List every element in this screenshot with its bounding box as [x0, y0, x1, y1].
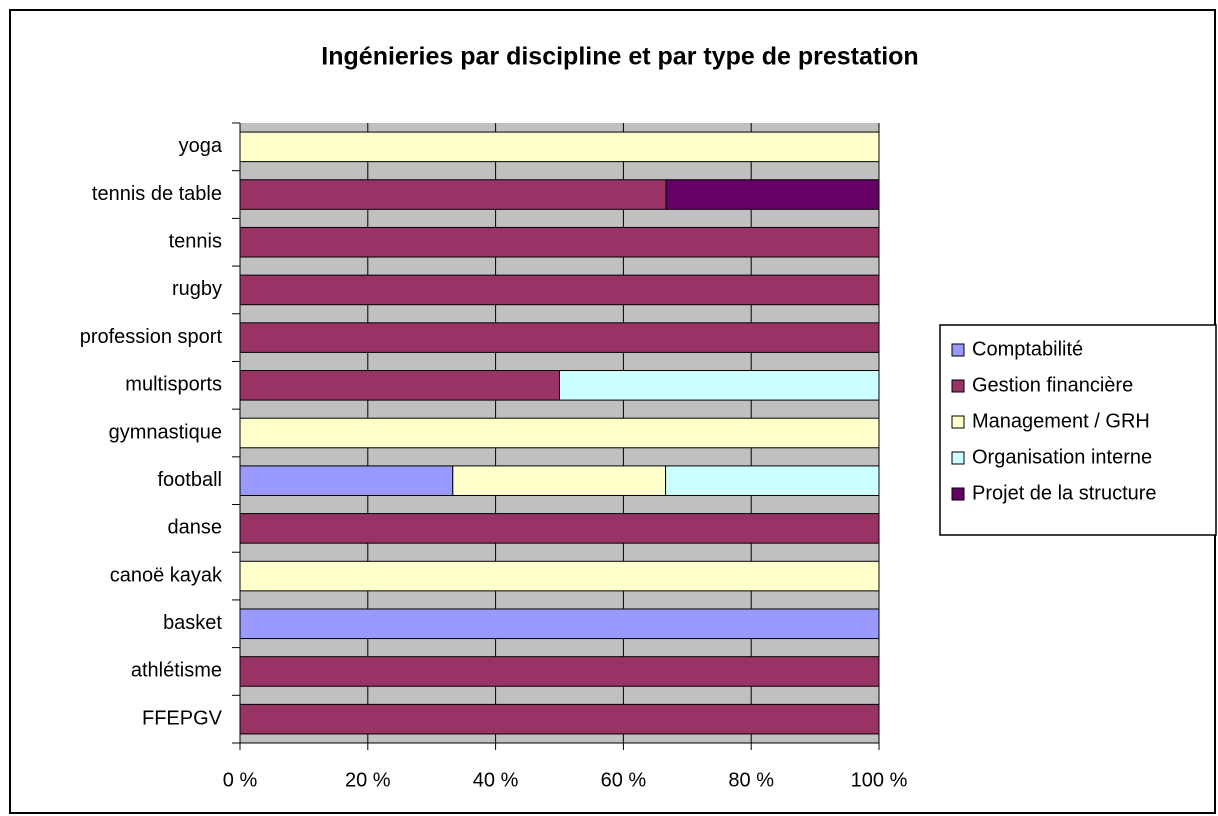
chart-title: Ingénieries par discipline et par type d…	[321, 43, 918, 71]
legend-label: Organisation interne	[972, 446, 1152, 468]
y-tick-label: tennis	[169, 231, 222, 253]
bar-segment	[239, 226, 880, 258]
y-tick-label: danse	[168, 517, 223, 539]
y-tick-label: football	[158, 469, 223, 491]
y-tick-label: canoë kayak	[110, 564, 223, 586]
bar-segment	[665, 179, 880, 210]
bar-segment	[239, 560, 880, 592]
legend-swatch	[951, 343, 965, 357]
bar-segment	[239, 131, 880, 163]
bar-segment	[239, 179, 667, 210]
bar-segment	[239, 656, 880, 687]
x-tick-label: 40 %	[473, 769, 519, 791]
bar-segment	[239, 608, 880, 640]
y-tick-label: gymnastique	[109, 421, 222, 443]
y-tick-label: FFEPGV	[142, 707, 223, 729]
bar-segment	[239, 465, 454, 496]
legend-label: Gestion financière	[972, 374, 1133, 396]
bar-segment	[239, 513, 880, 544]
x-tick-label: 80 %	[728, 769, 774, 791]
y-tick-label: multisports	[125, 374, 222, 396]
bar-segment	[239, 703, 880, 735]
bar-segment	[239, 370, 560, 401]
x-tick-label: 0 %	[223, 769, 258, 791]
bar-segment	[559, 370, 880, 401]
legend-frame	[939, 324, 1217, 536]
legend-swatch	[951, 451, 965, 465]
bar-segment	[665, 465, 880, 496]
x-tick-label: 60 %	[601, 769, 647, 791]
legend-label: Projet de la structure	[972, 482, 1157, 504]
x-tick-label: 100 %	[851, 769, 908, 791]
bar-segment	[239, 322, 880, 353]
bar-segment	[239, 274, 880, 306]
y-tick-label: athlétisme	[131, 660, 222, 682]
legend-swatch	[951, 487, 965, 501]
y-tick-label: tennis de table	[92, 183, 222, 205]
y-tick-label: yoga	[179, 135, 223, 157]
y-tick-label: basket	[163, 612, 222, 634]
legend-label: Management / GRH	[972, 410, 1150, 432]
y-tick-label: profession sport	[80, 326, 223, 348]
bar-segment	[239, 417, 880, 449]
legend-label: Comptabilité	[972, 338, 1083, 360]
bar-segment	[452, 465, 667, 496]
legend-swatch	[951, 415, 965, 429]
x-tick-label: 20 %	[345, 769, 391, 791]
legend-swatch	[951, 379, 965, 393]
y-tick-label: rugby	[172, 278, 222, 300]
